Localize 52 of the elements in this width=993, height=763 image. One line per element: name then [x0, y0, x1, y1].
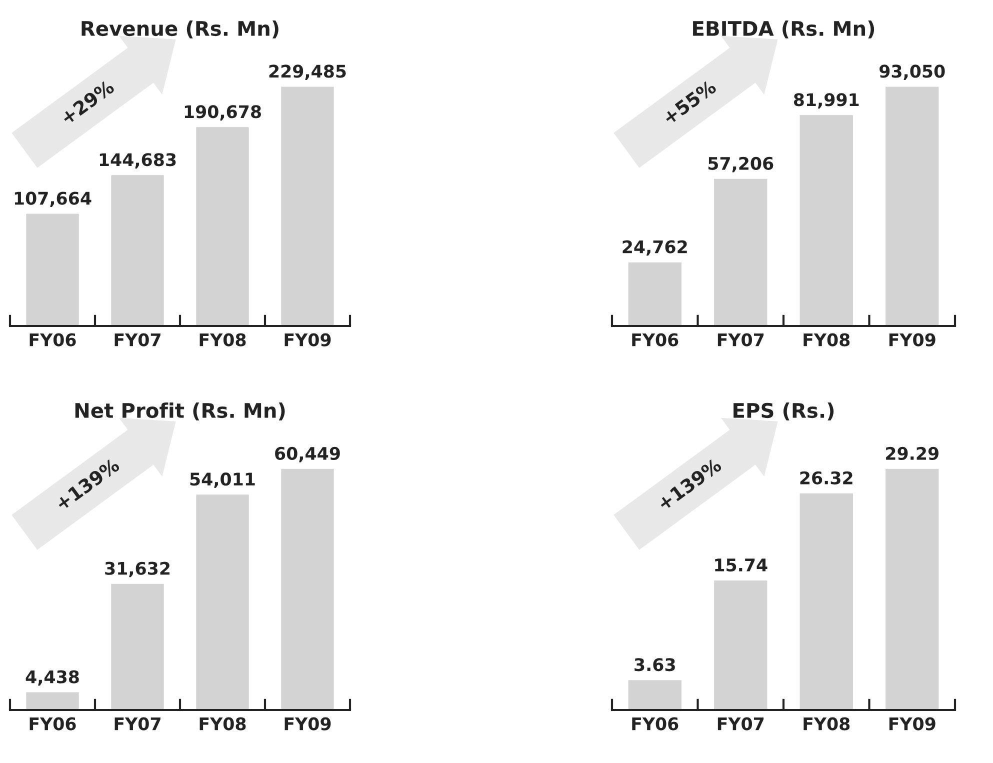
bar [800, 493, 853, 710]
x-tick-label: FY09 [284, 717, 331, 730]
x-tick-label: FY08 [200, 333, 246, 346]
bar [800, 115, 853, 326]
bar [628, 262, 682, 326]
bar [714, 178, 768, 326]
x-tick-label: FY09 [889, 333, 936, 346]
bar [196, 494, 249, 710]
bar [628, 680, 682, 710]
data-label: 26.32 [800, 471, 852, 484]
chart-title: Net Profit (Rs. Mn) [75, 402, 285, 420]
x-tick-label: FY06 [632, 333, 678, 346]
data-label: 81,991 [794, 93, 859, 108]
x-tick-label: FY06 [30, 333, 76, 346]
data-label: 60,449 [275, 446, 340, 462]
chart-title: Revenue (Rs. Mn) [82, 20, 278, 38]
data-label: 57,206 [708, 156, 774, 172]
x-tick-label: FY09 [284, 333, 331, 346]
bar [111, 584, 164, 710]
bar [714, 580, 768, 710]
data-label: 54,011 [190, 472, 255, 488]
chart-title: EPS (Rs.) [734, 402, 834, 420]
x-tick-label: FY07 [718, 333, 764, 346]
bar [281, 468, 334, 710]
data-label: 93,050 [880, 64, 945, 80]
data-label: 144,683 [100, 153, 176, 168]
x-tick-label: FY07 [718, 717, 764, 730]
x-tick-label: FY09 [889, 717, 936, 730]
chart-title: EBITDA (Rs. Mn) [693, 20, 874, 38]
data-label: 29.29 [886, 446, 938, 460]
bar [26, 692, 79, 710]
data-label: 3.63 [634, 658, 675, 672]
bar [111, 175, 164, 326]
bar [886, 468, 939, 710]
x-tick-label: FY06 [30, 717, 76, 730]
data-label: 4,438 [26, 670, 79, 686]
data-label: 31,632 [105, 562, 170, 578]
x-tick-label: FY08 [804, 333, 850, 346]
bar [196, 127, 249, 326]
bar [281, 86, 334, 326]
data-label: 24,762 [622, 240, 687, 256]
data-label: 15.74 [715, 558, 768, 572]
x-tick-label: FY08 [200, 717, 246, 730]
x-tick-label: FY06 [632, 717, 678, 730]
x-tick-label: FY07 [114, 717, 160, 730]
data-label: 229,485 [269, 64, 346, 80]
bar [886, 86, 939, 326]
x-tick-label: FY07 [114, 333, 160, 346]
data-label: 107,664 [14, 192, 92, 208]
bar [26, 214, 79, 326]
data-label: 190,678 [184, 105, 261, 120]
x-tick-label: FY08 [804, 717, 850, 730]
